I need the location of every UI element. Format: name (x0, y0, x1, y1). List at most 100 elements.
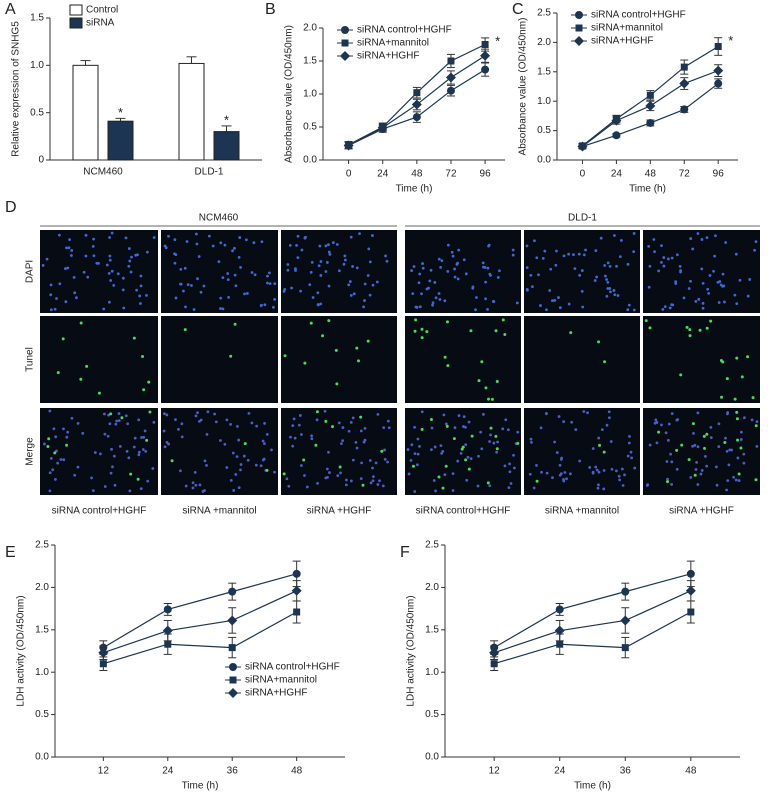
nucleus (743, 416, 746, 420)
apoptotic-cell (324, 419, 328, 423)
nucleus (618, 255, 622, 259)
nucleus (316, 482, 319, 485)
panel-label: B (265, 1, 276, 18)
nucleus (654, 418, 658, 422)
nucleus (610, 467, 614, 471)
nucleus (584, 248, 587, 252)
apoptotic-cell (315, 410, 319, 414)
nucleus (511, 253, 515, 257)
nucleus (130, 255, 133, 259)
nucleus (268, 282, 272, 286)
nucleus (49, 293, 53, 297)
nucleus (305, 485, 309, 489)
nucleus (343, 258, 347, 262)
nucleus (239, 266, 242, 269)
nucleus (347, 283, 351, 287)
marker (228, 688, 238, 698)
nucleus (507, 486, 511, 490)
nucleus (103, 485, 107, 488)
nucleus (451, 472, 455, 476)
nucleus (110, 269, 114, 273)
apoptotic-cell (136, 477, 140, 481)
x-tick-label: 0 (346, 169, 352, 180)
nucleus (679, 270, 682, 274)
nucleus (163, 445, 167, 449)
nucleus (352, 292, 356, 296)
nucleus (138, 294, 142, 298)
nucleus (139, 487, 143, 491)
apoptotic-cell (693, 473, 697, 477)
nucleus (296, 234, 300, 238)
nucleus (236, 424, 239, 428)
apoptotic-cell (47, 437, 51, 441)
nucleus (213, 412, 217, 416)
apoptotic-cell (720, 395, 724, 399)
nucleus (316, 303, 320, 306)
nucleus (310, 437, 314, 441)
nucleus (105, 263, 109, 267)
nucleus (43, 442, 46, 446)
nucleus (687, 287, 691, 290)
nucleus (696, 483, 700, 486)
nucleus (434, 296, 438, 300)
x-tick-label: 24 (162, 766, 174, 777)
micrograph (40, 316, 158, 403)
apoptotic-cell (685, 325, 689, 329)
nucleus (318, 244, 322, 248)
nucleus (705, 464, 709, 468)
marker (480, 50, 491, 61)
nucleus (203, 459, 207, 463)
nucleus (582, 253, 586, 257)
nucleus (84, 254, 88, 258)
apoptotic-cell (283, 354, 287, 358)
nucleus (54, 435, 58, 439)
y-tick-label: 1.5 (303, 56, 317, 67)
apoptotic-cell (469, 329, 473, 333)
nucleus (245, 292, 249, 295)
nucleus (143, 429, 147, 433)
nucleus (529, 273, 533, 277)
nucleus (471, 286, 475, 290)
legend-label: siRNA control+HGHF (357, 25, 452, 36)
nucleus (715, 465, 718, 469)
marker (229, 663, 237, 671)
micrograph (643, 230, 760, 313)
apoptotic-cell (321, 334, 325, 338)
nucleus (484, 297, 487, 301)
nucleus (496, 276, 500, 279)
nucleus (409, 458, 413, 462)
nucleus (76, 465, 80, 469)
nucleus (124, 414, 128, 418)
nucleus (662, 264, 666, 268)
apoptotic-cell (429, 417, 433, 421)
apoptotic-cell (314, 443, 318, 447)
nucleus (113, 483, 117, 487)
nucleus (604, 274, 607, 278)
nucleus (666, 257, 670, 261)
marker (645, 100, 656, 111)
nucleus (504, 418, 508, 422)
nucleus (437, 292, 441, 295)
marker (577, 141, 588, 152)
marker (163, 605, 172, 614)
nucleus (532, 486, 536, 490)
nucleus (135, 288, 139, 292)
nucleus (324, 244, 328, 248)
apoptotic-cell (441, 486, 445, 490)
apoptotic-cell (702, 434, 706, 438)
nucleus (459, 452, 463, 455)
nucleus (102, 412, 106, 416)
nucleus (670, 412, 674, 416)
marker (714, 43, 722, 51)
nucleus (259, 464, 263, 468)
nucleus (121, 276, 125, 280)
nucleus (108, 300, 111, 304)
marker (293, 608, 301, 616)
nucleus (737, 479, 741, 482)
nucleus (442, 413, 446, 417)
nucleus (594, 249, 598, 252)
nucleus (655, 441, 659, 445)
marker (646, 118, 655, 127)
nucleus (653, 250, 656, 254)
nucleus (565, 477, 568, 481)
